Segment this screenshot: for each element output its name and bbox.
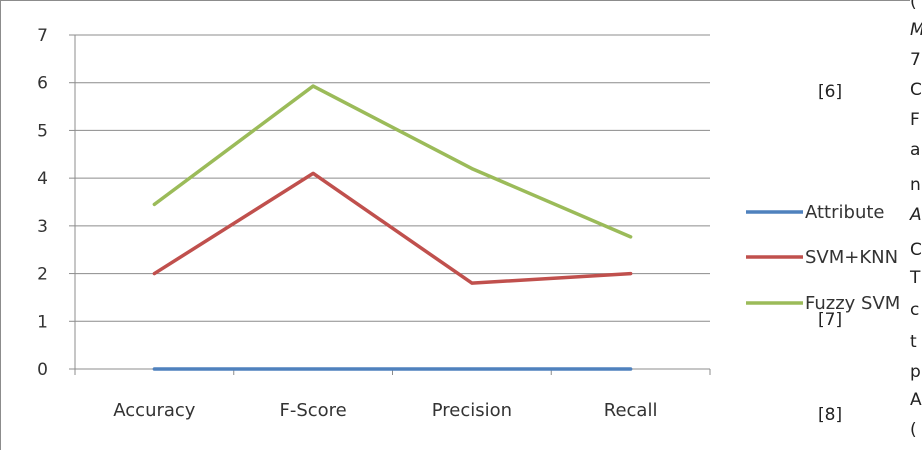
y-tick-label: 5 (37, 121, 48, 141)
clipped-text-letter: C (910, 240, 922, 260)
y-tick-label: 6 (37, 74, 48, 94)
legend-label: Attribute (805, 202, 884, 223)
clipped-text-letter: A (910, 390, 922, 410)
data-point (311, 367, 315, 371)
reference-7: [7] (818, 310, 843, 330)
y-tick-label: 1 (37, 312, 48, 332)
x-tick-label: F-Score (279, 400, 346, 421)
data-point (311, 84, 315, 88)
legend-label: SVM+KNN (805, 247, 898, 268)
y-tick-label: 0 (37, 360, 48, 380)
y-tick-label: 2 (37, 265, 48, 285)
clipped-text-letter: c (910, 300, 920, 320)
clipped-text-letter: A (910, 205, 922, 225)
clipped-text-letter: M (910, 20, 922, 40)
data-point (470, 167, 474, 171)
clipped-text-letter: n (910, 175, 921, 195)
reference-8: [8] (818, 405, 843, 425)
clipped-text-letter: 7 (910, 50, 921, 70)
series-line (152, 84, 633, 239)
x-tick-label: Precision (432, 400, 512, 421)
y-tick-label: 4 (37, 169, 48, 189)
x-tick-label: Recall (604, 400, 658, 421)
y-tick-label: 3 (37, 217, 48, 237)
data-point (629, 367, 633, 371)
data-point (629, 272, 633, 276)
reference-6: [6] (818, 82, 843, 102)
clipped-text-letter: a (910, 140, 921, 160)
data-point (152, 272, 156, 276)
clipped-text-letter: ( (910, 0, 917, 12)
legend-label: Fuzzy SVM (805, 293, 900, 314)
clipped-text-letter: t (910, 332, 917, 352)
x-tick-label: Accuracy (113, 400, 196, 421)
data-point (470, 367, 474, 371)
clipped-text-letter: ( (910, 420, 917, 440)
series-line (152, 171, 633, 285)
data-point (470, 281, 474, 285)
data-point (311, 171, 315, 175)
clipped-text-letter: T (910, 268, 921, 288)
y-tick-label: 7 (37, 26, 48, 46)
clipped-text-letter: C (910, 80, 922, 100)
data-point (152, 367, 156, 371)
data-point (152, 202, 156, 206)
clipped-text-letter: p (910, 362, 921, 382)
data-point (629, 235, 633, 239)
clipped-text-letter: F (910, 110, 920, 130)
